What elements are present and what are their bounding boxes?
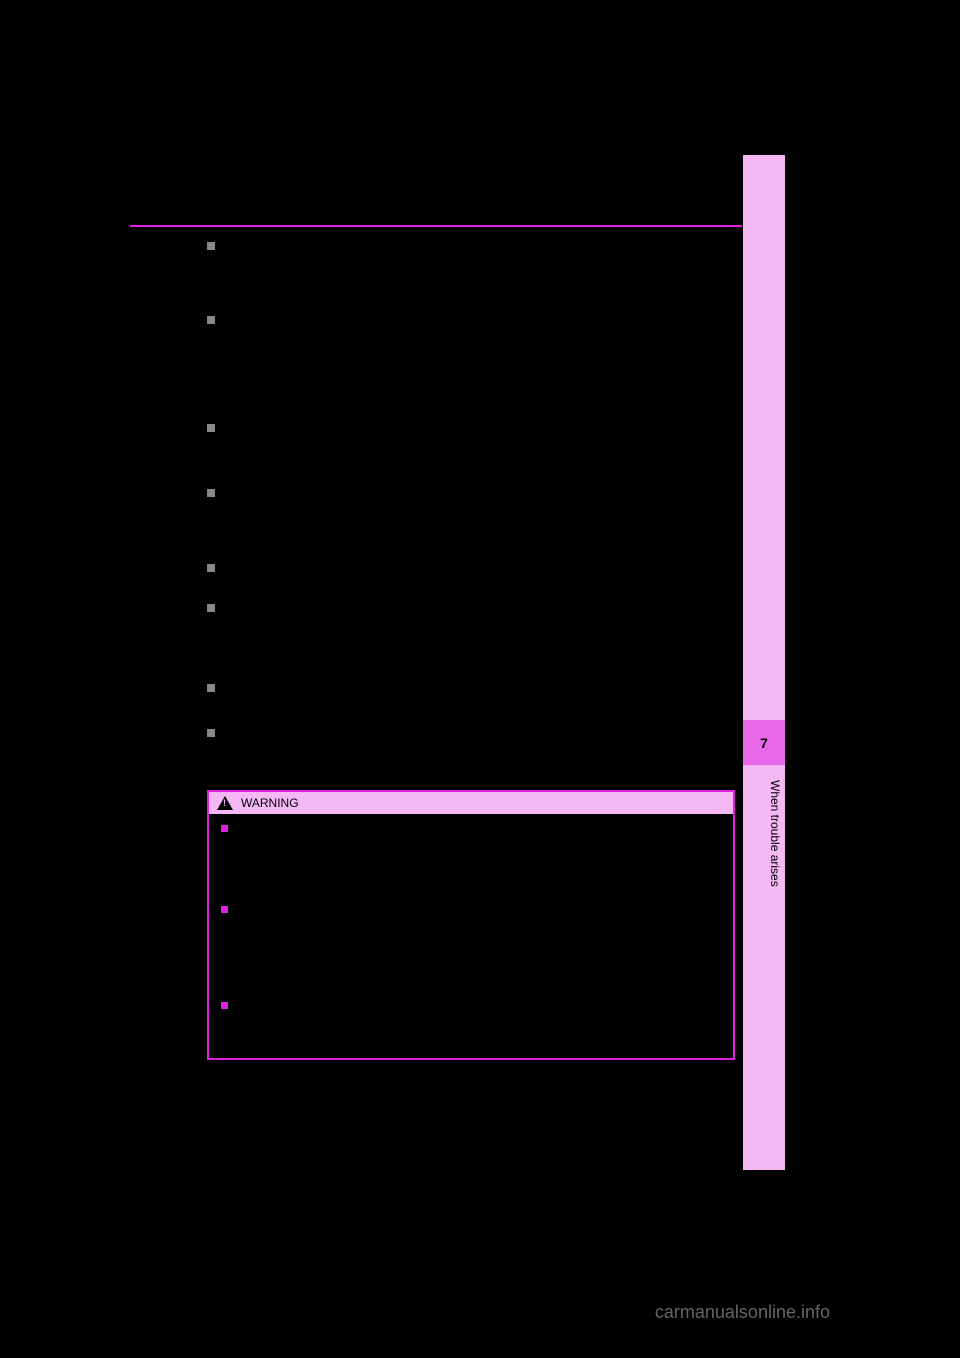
warning-title: WARNING [241,796,299,810]
bullet-icon [207,604,215,612]
bullet-item [207,725,223,742]
bullet-item [207,312,223,329]
warning-item [221,824,721,835]
side-tab-background [743,155,785,1170]
warning-header: WARNING [209,792,733,814]
watermark: carmanualsonline.info [655,1302,830,1323]
chapter-number: 7 [760,735,768,751]
bullet-icon [207,316,215,324]
bullet-item [207,560,223,577]
bullet-icon [207,564,215,572]
bullet-item [207,420,223,437]
warning-triangle-icon [217,796,233,810]
bullet-icon [207,489,215,497]
bullet-item [207,600,223,617]
warning-bullet-icon [221,906,228,913]
chapter-title: When trouble arises [768,780,782,887]
warning-body [209,814,733,867]
warning-bullet-icon [221,1002,228,1009]
bullet-icon [207,729,215,737]
warning-box: WARNING [207,790,735,1060]
bullet-item [207,680,223,697]
warning-item [221,905,721,916]
bullet-icon [207,424,215,432]
chapter-number-tab: 7 [743,720,785,765]
bullet-item [207,238,223,255]
bullet-item [207,485,223,502]
section-divider [130,225,742,227]
bullet-icon [207,684,215,692]
bullet-icon [207,242,215,250]
warning-item [221,1001,721,1012]
warning-bullet-icon [221,825,228,832]
